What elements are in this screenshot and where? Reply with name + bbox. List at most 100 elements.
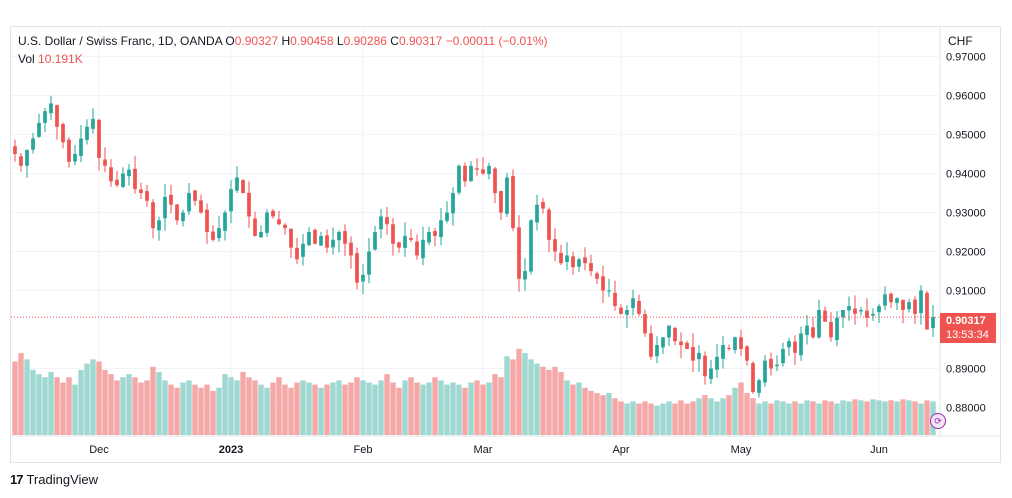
volume-bar <box>672 403 678 435</box>
volume-bar <box>606 393 612 435</box>
candle-body <box>283 224 287 229</box>
volume-bar <box>30 369 36 435</box>
candle-body <box>199 200 203 213</box>
candle-body <box>751 363 755 392</box>
candle-body <box>685 342 689 349</box>
volume-bar <box>378 380 384 435</box>
candle-body <box>175 204 179 221</box>
candle-body <box>19 156 23 166</box>
volume-bar <box>234 380 240 435</box>
volume-bar <box>804 400 810 435</box>
source-badge-icon[interactable]: ⟳ <box>930 413 946 429</box>
volume-bar <box>408 377 414 435</box>
candle-body <box>385 217 389 225</box>
candle-body <box>43 111 47 123</box>
symbol-label: U.S. Dollar / Swiss Franc, 1D, OANDA <box>18 34 223 48</box>
candle-body <box>547 209 551 240</box>
volume-bar <box>906 400 912 435</box>
volume-bar <box>108 374 114 435</box>
volume-bar <box>900 399 906 435</box>
tradingview-logo[interactable]: 17 TradingView <box>10 472 98 487</box>
candle-body <box>109 167 113 182</box>
volume-bar <box>738 382 744 435</box>
candle-body <box>829 321 833 338</box>
volume-bar <box>168 384 174 435</box>
volume-bar <box>414 382 420 435</box>
y-tick-label: 0.88000 <box>946 402 986 414</box>
open-value: 0.90327 <box>234 34 279 48</box>
candles <box>13 95 935 398</box>
y-tick-label: 0.91000 <box>946 286 986 298</box>
candle-body <box>451 193 455 214</box>
y-tick-label: 0.95000 <box>946 130 986 142</box>
volume-bar <box>252 380 258 435</box>
volume-bar <box>582 387 588 435</box>
volume-bar <box>648 403 654 435</box>
candle-body <box>835 317 839 341</box>
candle-body <box>931 317 935 329</box>
candle-body <box>853 308 857 314</box>
volume-bar <box>246 377 252 435</box>
volume-bar <box>42 377 48 435</box>
volume-bar <box>270 382 276 435</box>
volume-bar <box>156 372 162 435</box>
volume-bar <box>54 377 60 435</box>
candle-body <box>469 165 473 182</box>
volume-bar <box>444 384 450 435</box>
volume-bar <box>192 384 198 435</box>
candle-body <box>721 345 725 359</box>
volume-bar <box>666 401 672 435</box>
candle-body <box>511 176 515 229</box>
candle-body <box>367 251 371 275</box>
candle-body <box>127 169 131 177</box>
volume-bar <box>894 401 900 435</box>
volume-bar <box>198 387 204 435</box>
volume-bar <box>216 387 222 435</box>
candle-body <box>553 239 557 252</box>
candle-body <box>481 169 485 174</box>
volume-bar <box>630 401 636 435</box>
volume-bar <box>750 398 756 435</box>
candle-body <box>541 202 545 209</box>
candle-body <box>361 274 365 282</box>
volume-bar <box>66 377 72 435</box>
volume-bar <box>690 401 696 435</box>
candle-body <box>37 122 41 137</box>
candle-body <box>865 310 869 318</box>
candle-body <box>637 300 641 314</box>
candle-body <box>49 103 53 114</box>
volume-bar <box>60 382 66 435</box>
candle-body <box>919 290 923 314</box>
candle-body <box>319 235 323 246</box>
candle-body <box>271 210 275 217</box>
candle-body <box>805 325 809 335</box>
candle-body <box>817 309 821 338</box>
volume-bar <box>336 380 342 435</box>
volume-bar <box>762 401 768 435</box>
volume-bar <box>654 405 660 435</box>
candle-body <box>85 126 89 141</box>
volume-bar <box>102 369 108 435</box>
volume-bar <box>324 384 330 435</box>
volume-bar <box>390 382 396 435</box>
volume-bar <box>564 380 570 435</box>
volume-bar <box>534 363 540 435</box>
candle-body <box>811 327 815 338</box>
volume-bar <box>660 403 666 435</box>
price-grid <box>11 27 939 435</box>
candle-body <box>715 356 719 370</box>
candle-body <box>139 189 143 194</box>
volume-bar <box>924 400 930 435</box>
volume-bar <box>816 403 822 435</box>
candle-body <box>703 355 707 377</box>
candle-body <box>427 232 431 243</box>
candle-body <box>121 173 125 187</box>
volume-bar <box>870 399 876 435</box>
volume-bar <box>570 384 576 435</box>
bar-countdown: 13:53:34 <box>946 329 989 341</box>
volume-bar <box>360 380 366 435</box>
volume-bar <box>396 387 402 435</box>
volume-bar <box>96 361 102 435</box>
candle-body <box>91 118 95 129</box>
